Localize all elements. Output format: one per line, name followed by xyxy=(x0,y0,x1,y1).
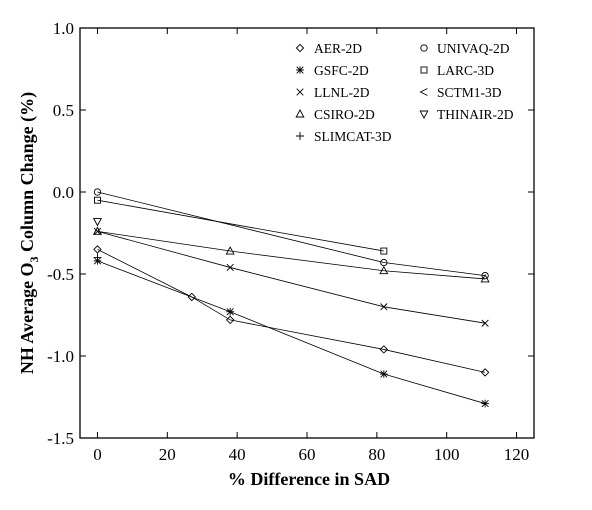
point-llnl-2d xyxy=(226,263,234,272)
legend-marker-csiro-2d xyxy=(295,109,305,118)
point-llnl-2d xyxy=(93,227,102,235)
point-csiro-2d xyxy=(92,226,103,235)
x-tick-label: 100 xyxy=(434,445,460,464)
markers xyxy=(92,188,490,408)
series-line-csiro-2d xyxy=(97,230,486,280)
series-line-larc-3d xyxy=(97,199,384,252)
y-axis-title-subscript: 3 xyxy=(27,256,41,262)
legend-marker-slimcat-3d xyxy=(296,132,304,140)
x-tick-label: 60 xyxy=(299,445,316,464)
y-axis-title: NH Average O3 Column Change (%) xyxy=(17,92,41,374)
point-univaq-2d xyxy=(380,258,388,267)
legend-marker-sctm1-3d xyxy=(419,88,428,96)
legend-marker-llnl-2d xyxy=(296,88,304,96)
x-axis-title: % Difference in SAD xyxy=(228,469,390,489)
point-larc-3d xyxy=(380,247,388,255)
point-univaq-2d xyxy=(481,271,489,280)
legend-marker-gsfc-2d xyxy=(296,66,304,74)
y-tick-label: 1.0 xyxy=(53,19,74,38)
y-tick-label: 0.5 xyxy=(53,101,74,120)
legend-label-slimcat-3d: SLIMCAT-3D xyxy=(314,129,392,144)
point-gsfc-2d xyxy=(380,370,388,378)
y-tick-label: 0.0 xyxy=(53,183,74,202)
point-llnl-2d xyxy=(481,319,489,327)
point-larc-3d xyxy=(94,196,101,204)
legend-label-gsfc-2d: GSFC-2D xyxy=(314,63,369,78)
point-csiro-2d xyxy=(379,265,389,275)
series-line-gsfc-2d xyxy=(97,260,486,404)
legend-label-llnl-2d: LLNL-2D xyxy=(314,85,370,100)
legend: AER-2D GSFC-2D LLNL-2D CSIRO-2D SLIMCAT-3D UN… xyxy=(295,41,514,144)
point-aer-2d xyxy=(379,345,389,354)
y-tick-label: -1.0 xyxy=(47,347,74,366)
point-thinair-2d xyxy=(92,218,103,227)
legend-label-univaq-2d: UNIVAQ-2D xyxy=(437,41,510,56)
point-aer-2d xyxy=(480,368,490,377)
y-axis-title-main: NH Average O xyxy=(17,262,37,374)
x-tick-label: 0 xyxy=(93,445,102,464)
point-slimcat-3d xyxy=(93,253,102,262)
point-aer-2d xyxy=(225,315,235,325)
series-line-aer-2d xyxy=(97,249,486,373)
point-aer-2d xyxy=(187,292,196,302)
legend-marker-larc-3d xyxy=(420,66,428,74)
legend-label-aer-2d: AER-2D xyxy=(314,41,362,56)
legend-label-sctm1-3d: SCTM1-3D xyxy=(437,85,502,100)
legend-marker-aer-2d xyxy=(295,43,305,53)
series-line-univaq-2d xyxy=(97,191,486,277)
series-line-llnl-2d xyxy=(97,230,486,324)
ticks: 0 20 40 60 80 100 120 1.0 0.5 0.0 -0.5 -1.0 -1.5 xyxy=(47,19,534,464)
legend-label-larc-3d: LARC-3D xyxy=(437,63,494,78)
point-gsfc-2d xyxy=(226,307,234,316)
point-csiro-2d xyxy=(225,246,235,255)
series-lines xyxy=(97,191,486,404)
x-tick-label: 120 xyxy=(504,445,530,464)
legend-label-csiro-2d: CSIRO-2D xyxy=(314,107,375,122)
x-tick-label: 80 xyxy=(368,445,385,464)
y-tick-label: -1.5 xyxy=(47,429,74,448)
legend-label-thinair-2d: THINAIR-2D xyxy=(437,107,514,122)
x-tick-label: 20 xyxy=(159,445,176,464)
point-llnl-2d xyxy=(380,303,388,311)
point-gsfc-2d xyxy=(481,399,489,408)
point-univaq-2d xyxy=(93,188,102,196)
x-tick-label: 40 xyxy=(229,445,246,464)
legend-marker-thinair-2d xyxy=(419,110,429,119)
y-axis-title-rest: Column Change (%) xyxy=(17,92,38,257)
point-aer-2d xyxy=(93,245,102,254)
legend-marker-univaq-2d xyxy=(420,44,428,52)
y-tick-label: -0.5 xyxy=(47,265,74,284)
